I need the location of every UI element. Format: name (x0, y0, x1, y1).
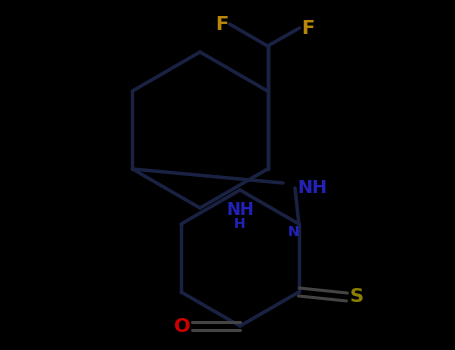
Text: S: S (350, 287, 364, 307)
Text: O: O (174, 316, 190, 336)
Text: F: F (301, 19, 314, 37)
Text: H: H (234, 217, 246, 231)
Text: F: F (215, 14, 228, 34)
Text: NH: NH (297, 179, 327, 197)
Text: NH: NH (226, 201, 254, 219)
Text: N: N (288, 225, 300, 239)
